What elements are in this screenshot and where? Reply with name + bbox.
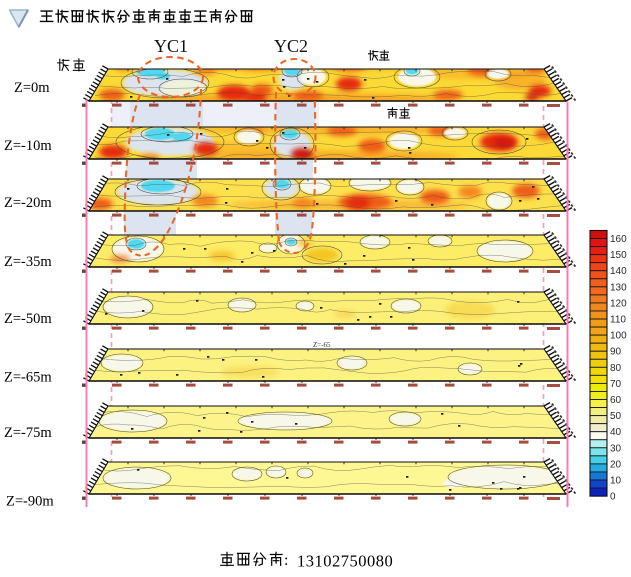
svg-text:30: 30 (610, 443, 622, 454)
svg-text:13102750080: 13102750080 (297, 552, 393, 571)
svg-text:Z=-35m: Z=-35m (4, 254, 52, 270)
svg-text:80: 80 (610, 363, 622, 374)
svg-text::: : (284, 552, 288, 569)
svg-text:Z=-50m: Z=-50m (4, 311, 52, 327)
svg-text:Z=-90m: Z=-90m (6, 494, 54, 510)
svg-text:160: 160 (610, 234, 627, 245)
svg-text:140: 140 (610, 266, 627, 277)
svg-text:Z=-65: Z=-65 (313, 341, 331, 349)
svg-text:60: 60 (610, 395, 622, 406)
svg-text:Z=0m: Z=0m (14, 80, 50, 96)
svg-text:150: 150 (610, 250, 627, 261)
svg-text:100: 100 (610, 331, 627, 342)
svg-text:Z=-20m: Z=-20m (4, 195, 52, 211)
svg-text:Z=-10m: Z=-10m (4, 138, 52, 154)
svg-text:Z=-75m: Z=-75m (4, 425, 52, 441)
svg-text:90: 90 (610, 347, 622, 358)
svg-text:70: 70 (610, 379, 622, 390)
svg-text:120: 120 (610, 298, 627, 309)
svg-text:0: 0 (610, 492, 616, 503)
svg-text:YC1: YC1 (154, 36, 188, 56)
svg-text:40: 40 (610, 427, 622, 438)
svg-text:130: 130 (610, 282, 627, 293)
svg-text:50: 50 (610, 411, 622, 422)
svg-text:10: 10 (610, 476, 622, 487)
svg-text:Z=-65m: Z=-65m (4, 369, 52, 385)
svg-text:YC2: YC2 (274, 36, 308, 56)
svg-text:20: 20 (610, 459, 622, 470)
svg-text:110: 110 (610, 315, 626, 326)
